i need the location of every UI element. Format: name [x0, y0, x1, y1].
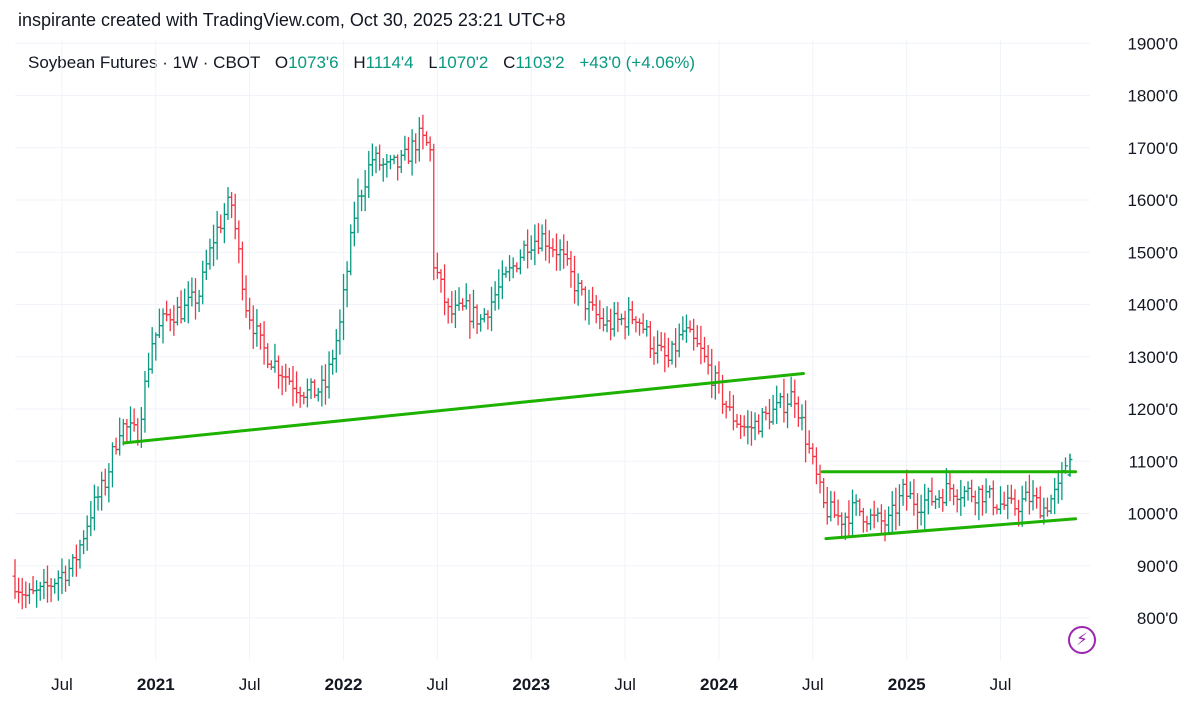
open-label: O — [274, 53, 289, 72]
time-tick-label: Jul — [427, 675, 449, 694]
time-tick-label: 2025 — [888, 675, 926, 694]
close-value: 1103'2 — [515, 53, 565, 72]
change-value: +43'0 (+4.06%) — [579, 53, 696, 72]
time-tick-label: Jul — [239, 675, 261, 694]
price-tick-label: 1700'0 — [1127, 139, 1178, 158]
time-tick-label: 2022 — [325, 675, 363, 694]
price-tick-label: 1900'0 — [1127, 34, 1178, 53]
trendlines — [122, 371, 1078, 541]
lightning-icon[interactable]: ⚡ — [1068, 626, 1096, 654]
time-tick-label: Jul — [990, 675, 1012, 694]
ohlc-bars — [12, 114, 1073, 610]
price-tick-label: 1000'0 — [1127, 505, 1178, 524]
high-label: H — [353, 53, 366, 72]
trendline-neckline — [122, 371, 805, 445]
time-tick-label: 2024 — [700, 675, 738, 694]
price-tick-label: 800'0 — [1137, 609, 1178, 628]
low-value: 1070'2 — [437, 53, 489, 72]
price-tick-label: 1800'0 — [1127, 87, 1178, 106]
price-tick-label: 1300'0 — [1127, 348, 1178, 367]
symbol-name[interactable]: Soybean Futures · 1W · CBOT — [28, 53, 261, 72]
price-tick-label: 1100'0 — [1129, 452, 1178, 471]
time-tick-label: Jul — [51, 675, 73, 694]
price-tick-label: 1200'0 — [1127, 400, 1178, 419]
time-axis[interactable]: Jul 2021 Jul 2022 Jul 2023 Jul 2024 Jul 2025 Jul — [51, 675, 1011, 694]
price-tick-label: 1600'0 — [1127, 191, 1178, 210]
open-value: 1073'6 — [288, 53, 339, 72]
price-tick-label: 900'0 — [1137, 557, 1178, 576]
price-axis[interactable]: 800'0 900'0 1000'0 1100'0 1200'0 1300'0 1400'0… — [1127, 34, 1178, 628]
time-tick-label: Jul — [802, 675, 824, 694]
chart-header: inspirante created with TradingView.com,… — [18, 10, 566, 30]
close-label: C — [503, 53, 516, 72]
trendline-range-bottom — [824, 517, 1078, 541]
time-tick-label: 2023 — [512, 675, 550, 694]
grid — [15, 40, 1090, 660]
time-tick-label: 2021 — [137, 675, 175, 694]
low-label: L — [428, 53, 438, 72]
price-tick-label: 1500'0 — [1127, 243, 1178, 262]
symbol-legend: Soybean Futures · 1W · CBOT O1073'6 H111… — [28, 53, 695, 73]
price-tick-label: 1400'0 — [1127, 296, 1178, 315]
time-tick-label: Jul — [614, 675, 636, 694]
high-value: 1114'4 — [365, 53, 414, 72]
